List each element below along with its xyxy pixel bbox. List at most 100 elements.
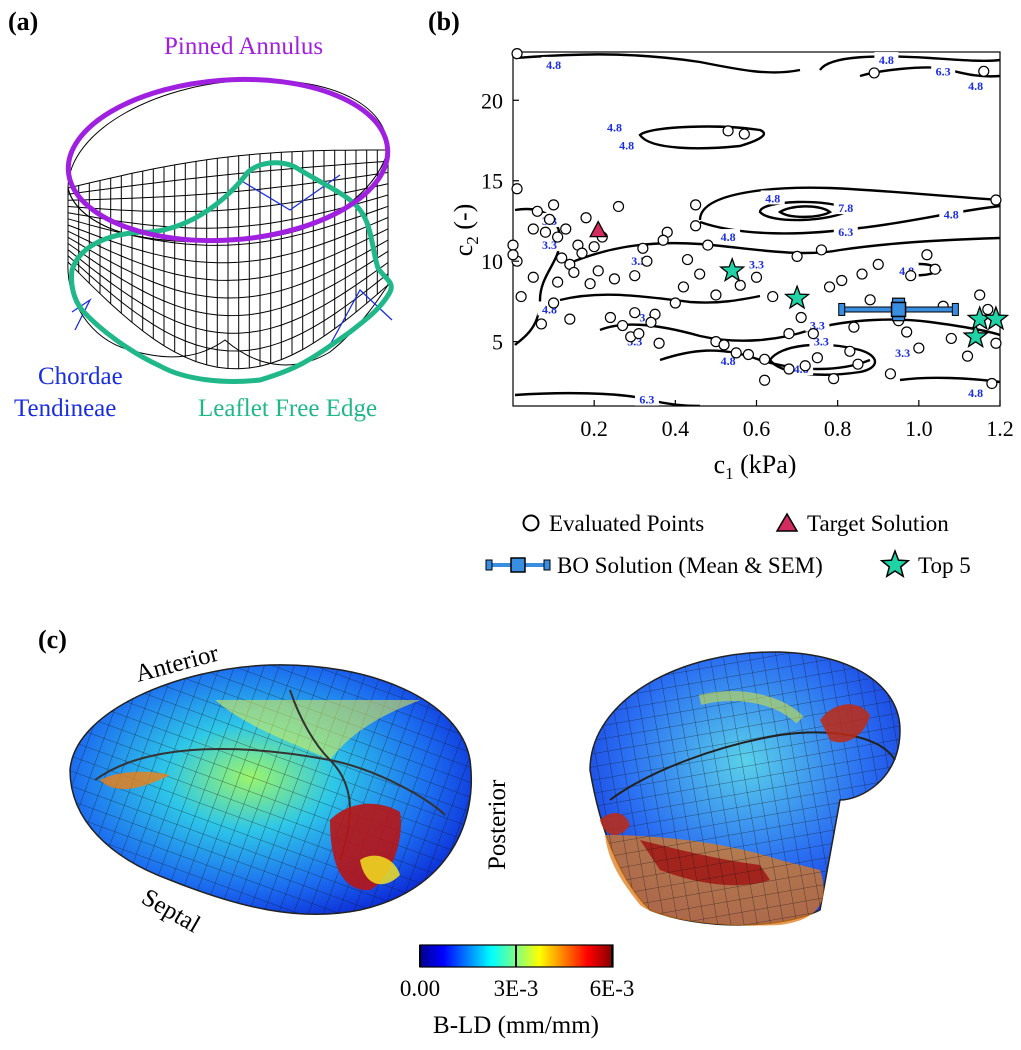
- evaluated-point: [710, 289, 722, 301]
- evaluated-point: [694, 268, 706, 280]
- valve-right-view: [589, 651, 901, 926]
- x-tick-label: 0.4: [662, 416, 690, 441]
- contour-label: 6.3: [639, 393, 654, 407]
- x-axis-label: c1 (kPa): [714, 450, 797, 483]
- contour-label: 4.8: [765, 191, 780, 205]
- evaluated-point: [742, 348, 754, 361]
- evaluated-point: [815, 244, 828, 256]
- evaluated-point: [913, 342, 925, 354]
- contour-label-bg: [874, 52, 899, 67]
- x-tick-label: 1.2: [986, 416, 1014, 441]
- evaluated-point: [961, 350, 974, 362]
- bo-xerr-cap-right: [951, 302, 959, 316]
- evaluated-point: [807, 327, 819, 340]
- evaluated-point: [588, 241, 600, 253]
- evaluated-point: [986, 377, 998, 390]
- septal-label: Septal: [137, 884, 205, 939]
- evaluated-point: [974, 289, 986, 301]
- contour-label-bg: [931, 63, 956, 78]
- evaluated-point: [872, 258, 884, 270]
- evaluated-point: [641, 255, 653, 267]
- panel-c: (c) Anterior Posterior Septal: [38, 625, 901, 1039]
- evaluated-point: [690, 199, 702, 211]
- chordae-label-1: Chordae: [38, 363, 123, 390]
- evaluated-point: [848, 321, 860, 333]
- evaluated-point: [828, 373, 840, 385]
- chordae-label-2: Tendineae: [14, 395, 116, 422]
- leaflet-free-edge-curve: [69, 160, 394, 384]
- evaluated-point: [637, 242, 649, 254]
- evaluated-point: [580, 212, 592, 224]
- contour-label: 4.8: [944, 208, 959, 222]
- evaluated-point: [730, 347, 742, 359]
- evaluated-point: [592, 265, 604, 277]
- plot-area: [512, 51, 1001, 407]
- contour-label: 4.8: [968, 79, 983, 93]
- evaluated-point: [568, 266, 580, 279]
- posterior-label: Posterior: [484, 779, 511, 870]
- evaluated-point: [527, 223, 539, 235]
- legend-top5-marker: [879, 548, 911, 578]
- evaluated-point: [539, 226, 552, 238]
- contour-label: 3.3: [542, 238, 557, 252]
- contour-label-bg: [939, 206, 964, 221]
- evaluated-point: [690, 220, 702, 232]
- evaluated-point: [811, 352, 823, 364]
- evaluated-point: [783, 363, 795, 375]
- contour-label-bg: [716, 229, 741, 244]
- evaluated-point: [856, 268, 868, 280]
- evaluated-point: [905, 270, 917, 282]
- legend-target-marker: [775, 512, 799, 532]
- evaluated-point: [864, 294, 876, 306]
- evaluated-point: [535, 318, 548, 330]
- evaluated-point: [616, 319, 629, 332]
- top5-star: [718, 256, 746, 283]
- top5-star: [783, 284, 811, 310]
- evaluated-point: [547, 199, 560, 211]
- evaluated-point: [556, 252, 568, 264]
- evaluated-point: [734, 279, 746, 291]
- contour-label: 4.8: [721, 230, 736, 244]
- evaluated-point: [852, 358, 864, 370]
- colorbar: 0.00 3E-3 6E-3 B-LD (mm/mm): [400, 944, 634, 1039]
- free-edge-label: Leaflet Free Edge: [198, 395, 377, 422]
- evaluated-point: [795, 311, 807, 324]
- evaluated-point: [531, 205, 543, 217]
- contour-label-bg: [602, 119, 627, 134]
- evaluated-point: [552, 231, 564, 243]
- evaluated-point: [718, 339, 730, 351]
- contour-label: 6.3: [838, 225, 853, 239]
- contour-label-bg: [833, 224, 858, 239]
- evaluated-point: [507, 249, 519, 261]
- annulus-label: Pinned Annulus: [164, 33, 323, 60]
- contour-label: 3.3: [749, 257, 764, 271]
- contour-label-bg: [760, 190, 785, 205]
- contour-label: 4.8: [607, 121, 622, 135]
- evaluated-point: [884, 368, 897, 380]
- contour-label: 3.3: [814, 335, 829, 349]
- legend-bo-label: BO Solution (Mean & SEM): [557, 553, 823, 578]
- evaluated-point: [511, 183, 523, 195]
- evaluated-point: [759, 374, 771, 386]
- evaluated-point: [750, 271, 763, 283]
- legend: Evaluated Points Target Solution BO Solu…: [485, 511, 971, 578]
- legend-target-label: Target Solution: [807, 511, 949, 536]
- evaluated-point: [982, 303, 994, 316]
- evaluated-point: [677, 281, 690, 293]
- panel-b-label: (b): [428, 7, 460, 36]
- contour-label-bg: [805, 317, 830, 332]
- evaluated-point: [511, 48, 523, 60]
- contour-label: 4.8: [968, 386, 983, 400]
- legend-evaluated-label: Evaluated Points: [549, 511, 704, 536]
- panel-a-label: (a): [8, 7, 38, 36]
- evaluated-point: [759, 353, 771, 365]
- y-axis-label: c2 (-): [449, 204, 482, 257]
- x-tick-label: 1.0: [905, 416, 933, 441]
- evaluated-point: [978, 65, 990, 77]
- bo-xerr-cap-left: [838, 302, 846, 316]
- evaluated-point: [527, 271, 539, 283]
- evaluated-point: [608, 273, 621, 285]
- evaluated-point: [584, 278, 596, 290]
- x-tick-label: 0.8: [824, 416, 852, 441]
